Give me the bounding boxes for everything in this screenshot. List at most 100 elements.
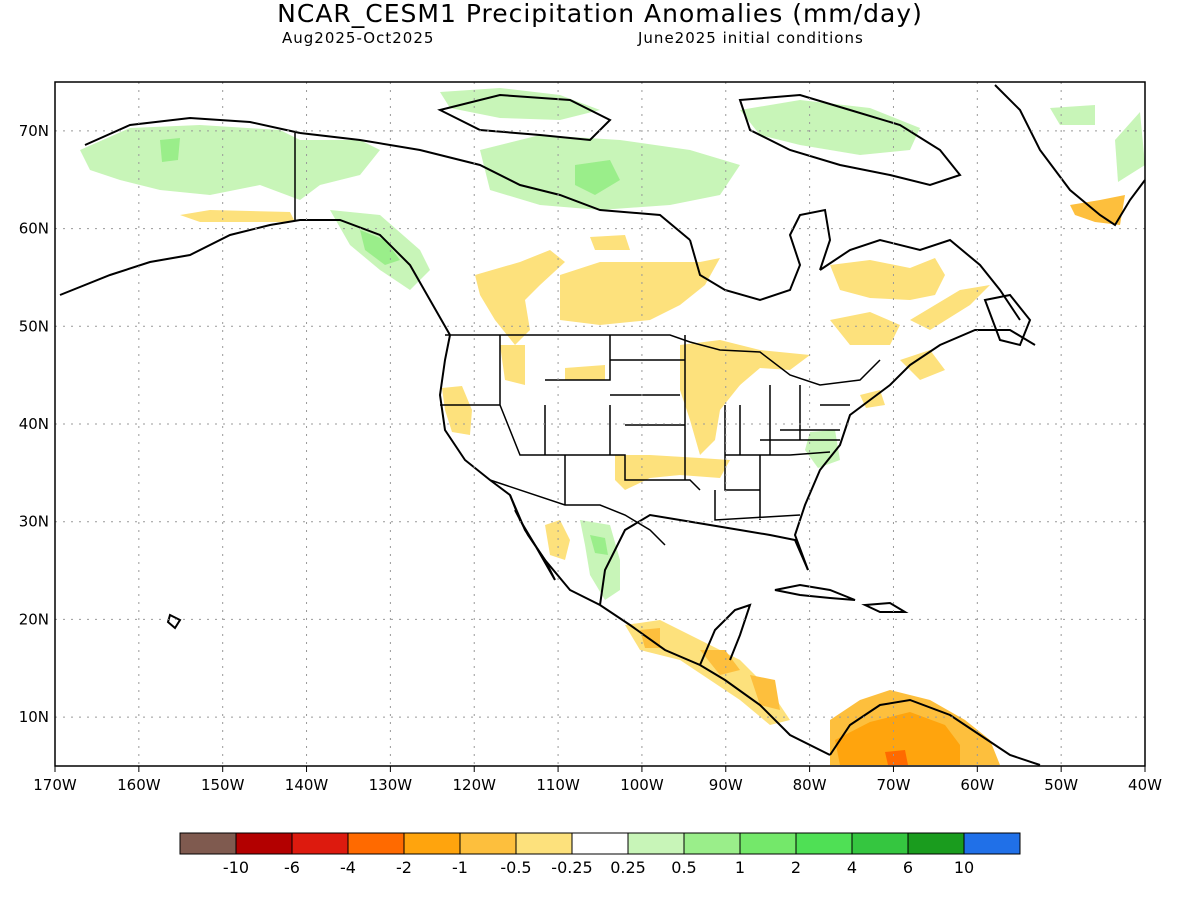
colorbar-label: -10 bbox=[223, 858, 249, 877]
colorbar-swatch bbox=[851, 832, 909, 855]
forecast-period: Aug2025-Oct2025 bbox=[282, 29, 435, 47]
coastline-greenland bbox=[994, 84, 1146, 227]
colorbar-swatch bbox=[179, 832, 237, 855]
anomaly-dry-honduras bbox=[750, 675, 780, 710]
anomaly-dry-maritimes bbox=[900, 350, 945, 380]
initial-conditions: June2025 initial conditions bbox=[638, 29, 864, 47]
colorbar-label: -6 bbox=[284, 858, 300, 877]
anomaly-dry-canada-arctic-south bbox=[180, 210, 295, 222]
colorbar-label: 10 bbox=[954, 858, 974, 877]
anomaly-wet-mexico bbox=[580, 520, 620, 600]
coastline-west-us bbox=[438, 334, 831, 756]
anomaly-dry-wyoming bbox=[565, 365, 605, 380]
colorbar-label: 0.25 bbox=[610, 858, 646, 877]
longitude-label: 150W bbox=[201, 776, 245, 794]
longitude-label: 160W bbox=[117, 776, 161, 794]
colorbar-swatch bbox=[515, 832, 573, 855]
latitude-labels: 10N 20N 30N 40N 50N 60N 70N bbox=[19, 122, 49, 726]
latitude-label: 30N bbox=[19, 513, 49, 531]
border-us-canada bbox=[445, 334, 881, 386]
colorbar-swatch bbox=[235, 832, 293, 855]
colorbar-swatch bbox=[795, 832, 853, 855]
longitude-label: 130W bbox=[369, 776, 413, 794]
colorbar-label: 6 bbox=[903, 858, 913, 877]
colorbar-label: 1 bbox=[735, 858, 745, 877]
anomaly-dry-prairies bbox=[475, 250, 565, 345]
colorbar-swatch bbox=[683, 832, 741, 855]
colorbar-swatch bbox=[571, 832, 629, 855]
colorbar-swatch bbox=[403, 832, 461, 855]
colorbar-swatch bbox=[627, 832, 685, 855]
coastline-hispaniola bbox=[861, 601, 909, 613]
anomaly-dry-guatemala bbox=[700, 650, 740, 675]
anomaly-dry-california bbox=[442, 386, 472, 435]
colorbar-label: 0.5 bbox=[671, 858, 696, 877]
coastline-labrador bbox=[819, 238, 1021, 321]
anomaly-dry-central-canada bbox=[560, 258, 720, 325]
colorbar-label: -4 bbox=[340, 858, 356, 877]
anomaly-dry-labrador-sea bbox=[910, 285, 990, 330]
latitude-label: 10N bbox=[19, 708, 49, 726]
coastline-south-america bbox=[829, 698, 1041, 766]
longitude-label: 40W bbox=[1128, 776, 1162, 794]
colorbar-swatch bbox=[347, 832, 405, 855]
anomaly-dry-hudson bbox=[590, 235, 630, 250]
colorbar: -10 -6 -4 -2 -1 -0.5 -0.25 0.25 0.5 1 2 4 6 10 bbox=[179, 832, 1021, 877]
longitude-label: 80W bbox=[793, 776, 827, 794]
anomaly-wet-arctic-north bbox=[440, 88, 600, 120]
anomaly-dry-greenland-south bbox=[1070, 195, 1125, 225]
anomaly-dry-great-lakes bbox=[680, 340, 810, 455]
colorbar-label: -2 bbox=[396, 858, 412, 877]
coastline-baffin bbox=[738, 93, 962, 187]
longitude-label: 110W bbox=[536, 776, 580, 794]
graticule bbox=[55, 82, 1145, 766]
anomaly-wet-alaska bbox=[80, 125, 380, 200]
colorbar-swatch bbox=[907, 832, 965, 855]
map-frame bbox=[54, 81, 1146, 767]
coastline-hudson-bay bbox=[689, 208, 832, 302]
latitude-label: 50N bbox=[19, 317, 49, 335]
map-title: NCAR_CESM1 Precipitation Anomalies (mm/d… bbox=[277, 0, 923, 28]
coastline-hawaii bbox=[166, 613, 182, 630]
coastlines bbox=[59, 84, 1146, 766]
colorbar-label: 2 bbox=[791, 858, 801, 877]
longitude-label: 170W bbox=[33, 776, 77, 794]
coastline-alaska-north bbox=[84, 116, 301, 146]
anomaly-wet-mexico-core bbox=[590, 535, 608, 555]
anomaly-dry-quebec bbox=[830, 258, 945, 300]
coastline-cuba bbox=[774, 583, 856, 601]
longitude-label: 50W bbox=[1044, 776, 1078, 794]
latitude-label: 40N bbox=[19, 415, 49, 433]
latitude-label: 60N bbox=[19, 220, 49, 238]
longitude-label: 100W bbox=[620, 776, 664, 794]
anomaly-dry-sonora bbox=[545, 520, 570, 560]
anomaly-dry-south-america-core bbox=[835, 712, 960, 765]
longitude-label: 120W bbox=[452, 776, 496, 794]
longitude-label: 60W bbox=[960, 776, 994, 794]
longitude-labels: 170W 160W 150W 140W 130W 120W 110W 100W 90W 80W 70… bbox=[33, 766, 1162, 794]
longitude-label: 90W bbox=[709, 776, 743, 794]
coastline-newfoundland bbox=[983, 293, 1032, 347]
anomaly-dry-central-america bbox=[625, 620, 790, 725]
coastline-gulf bbox=[599, 513, 809, 606]
anomaly-wet-greenland-east bbox=[1115, 112, 1145, 182]
latitude-label: 20N bbox=[19, 610, 49, 628]
anomaly-dry-montana bbox=[500, 345, 525, 385]
anomaly-wet-bc-core bbox=[360, 230, 400, 265]
coastline-east-us bbox=[793, 329, 1036, 571]
political-borders bbox=[294, 133, 881, 546]
colorbar-swatches bbox=[179, 832, 1021, 855]
border-us-mexico bbox=[489, 479, 666, 546]
anomaly-dry-upper-midwest bbox=[705, 360, 745, 395]
anomaly-wet-alaska-core bbox=[160, 138, 180, 162]
coastline-baja bbox=[509, 494, 556, 581]
border-us-states-west bbox=[440, 335, 701, 505]
anomaly-dry-south-america-peak bbox=[885, 750, 908, 765]
anomaly-wet-baffin bbox=[740, 100, 920, 155]
anomaly-wet-carolinas bbox=[805, 430, 840, 468]
coastline-yucatan bbox=[699, 603, 752, 666]
colorbar-swatch bbox=[459, 832, 517, 855]
anomaly-wet-greenland bbox=[1050, 105, 1095, 125]
colorbar-swatch bbox=[963, 832, 1021, 855]
border-us-states-east bbox=[760, 385, 850, 441]
